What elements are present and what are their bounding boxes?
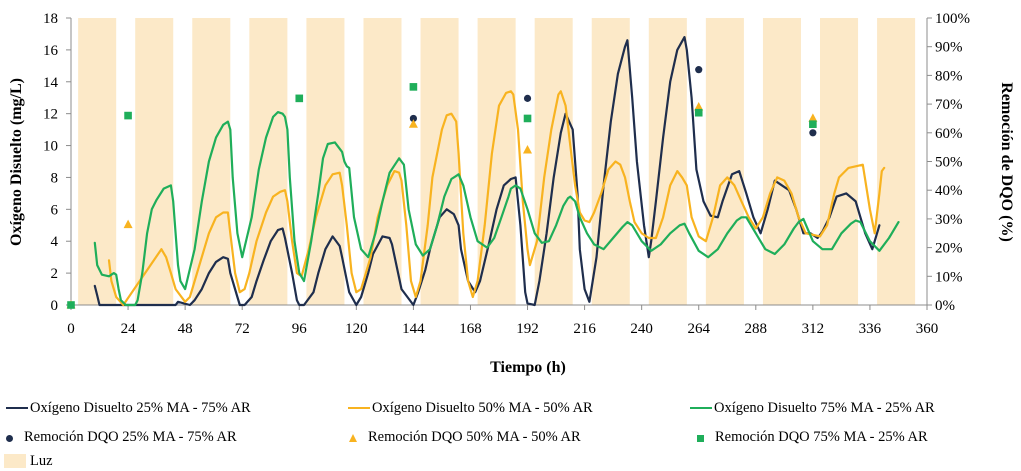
legend-item-od-75: Oxígeno Disuelto 75% MA - 25% AR xyxy=(690,398,935,418)
legend-label-dqo-50: Remoción DQO 50% MA - 50% AR xyxy=(368,429,581,445)
legend-label-dqo-25: Remoción DQO 25% MA - 75% AR xyxy=(24,429,237,445)
legend-item-od-50: Oxígeno Disuelto 50% MA - 50% AR xyxy=(348,398,593,418)
y-axis-label: Oxígeno Disuelto (mg/L) xyxy=(8,78,25,246)
light-bands xyxy=(78,18,916,305)
series-line-1 xyxy=(107,90,886,307)
light-band-13 xyxy=(820,18,859,305)
light-band-11 xyxy=(705,18,744,305)
x-tick-label-1: 24 xyxy=(121,321,137,337)
series-5-point-5 xyxy=(694,108,703,117)
y2-tick-label-2: 20% xyxy=(935,241,963,257)
series-points xyxy=(66,66,818,309)
legend-item-od-25: Oxígeno Disuelto 25% MA - 75% AR xyxy=(6,398,251,418)
x-tick-label-11: 264 xyxy=(687,321,710,337)
x-tick-label-15: 360 xyxy=(916,321,939,337)
y2-tick-label-1: 10% xyxy=(935,269,963,285)
series-3-point-4 xyxy=(809,129,817,137)
x-tick-label-0: 0 xyxy=(67,321,75,337)
series-lines xyxy=(93,35,900,307)
series-3-point-2 xyxy=(523,94,532,102)
y-tick-label-5: 10 xyxy=(43,139,58,155)
series-4-point-1 xyxy=(123,219,133,229)
legend-item-luz: Luz xyxy=(4,451,53,471)
light-band-8 xyxy=(534,18,573,305)
x-tick-label-8: 192 xyxy=(516,321,539,337)
x-tick-label-10: 240 xyxy=(630,321,653,337)
legend-marker-dqo-25 xyxy=(2,428,16,448)
chart-svg: 0 24 48 72 96 120 144 168 192 216 240 264 288 312 336 3… xyxy=(8,11,1015,376)
x-tick-label-2: 48 xyxy=(178,321,193,337)
light-band-6 xyxy=(420,18,459,305)
x-tick-label-5: 120 xyxy=(345,321,368,337)
series-3-point-3 xyxy=(695,66,703,74)
y-tick-label-8: 16 xyxy=(43,43,59,59)
x-tick-label-6: 144 xyxy=(402,321,425,337)
series-5-point-1 xyxy=(124,111,132,120)
light-band-9 xyxy=(591,18,630,305)
y2-tick-label-9: 90% xyxy=(935,40,963,56)
legend-item-dqo-25: Remoción DQO 25% MA - 75% AR xyxy=(2,427,237,447)
x-tick-label-13: 312 xyxy=(802,321,825,337)
y-tick-label-0: 0 xyxy=(51,298,59,314)
legend-label-od-50: Oxígeno Disuelto 50% MA - 50% AR xyxy=(372,400,593,416)
series-5-point-6 xyxy=(809,120,817,128)
series-4-point-5 xyxy=(808,113,818,122)
series-line-2 xyxy=(93,110,900,307)
legend-line-od-50 xyxy=(348,406,370,409)
legend-marker-dqo-75 xyxy=(693,428,707,448)
y2-tick-label-10: 100% xyxy=(935,11,970,27)
legend-label-luz: Luz xyxy=(30,453,53,469)
legend-line-od-75 xyxy=(690,406,712,409)
axis-labels: Tiempo (h) Oxígeno Disuelto (mg/L) Remoc… xyxy=(8,78,1015,376)
light-band-12 xyxy=(762,18,801,305)
legend-line-od-25 xyxy=(6,406,28,409)
x-tick-label-4: 96 xyxy=(292,321,308,337)
legend-swatch-luz xyxy=(4,453,26,468)
axes: 0 24 48 72 96 120 144 168 192 216 240 264 288 312 336 3… xyxy=(43,11,970,337)
y-tick-label-1: 2 xyxy=(51,266,59,282)
y2-tick-label-3: 30% xyxy=(935,212,963,228)
y2-tick-label-8: 80% xyxy=(935,68,963,84)
y2-tick-label-5: 50% xyxy=(935,155,963,171)
legend-item-dqo-50: Remoción DQO 50% MA - 50% AR xyxy=(346,427,581,447)
y-tick-label-3: 6 xyxy=(51,202,59,218)
y2-tick-label-6: 60% xyxy=(935,126,963,142)
series-5-point-0 xyxy=(67,301,75,309)
y-tick-label-9: 18 xyxy=(43,11,58,27)
legend-item-dqo-75: Remoción DQO 75% MA - 25% AR xyxy=(693,427,928,447)
x-tick-label-3: 72 xyxy=(235,321,250,337)
x-tick-label-14: 336 xyxy=(859,321,882,337)
light-band-10 xyxy=(648,18,687,305)
series-4-point-4 xyxy=(694,102,704,111)
series-5-point-4 xyxy=(523,114,532,123)
y-tick-label-4: 8 xyxy=(51,170,59,186)
y-tick-label-7: 14 xyxy=(43,75,59,91)
y-tick-label-6: 12 xyxy=(43,107,58,123)
x-axis-label: Tiempo (h) xyxy=(490,359,566,376)
series-3-point-1 xyxy=(409,114,417,123)
light-band-4 xyxy=(306,18,345,305)
legend-label-od-25: Oxígeno Disuelto 25% MA - 75% AR xyxy=(30,400,251,416)
series-4-point-3 xyxy=(523,145,532,154)
x-tick-label-12: 288 xyxy=(745,321,768,337)
x-tick-label-7: 168 xyxy=(459,321,482,337)
light-band-2 xyxy=(192,18,231,305)
y2-tick-label-7: 70% xyxy=(935,97,963,113)
light-band-14 xyxy=(877,18,916,305)
series-4-point-2 xyxy=(408,119,418,128)
series-5-point-3 xyxy=(409,83,418,91)
y-tick-label-2: 4 xyxy=(51,234,59,250)
legend-label-od-75: Oxígeno Disuelto 75% MA - 25% AR xyxy=(714,400,935,416)
y2-tick-label-4: 40% xyxy=(935,183,963,199)
y2-axis-label: Remoción de DQO (%) xyxy=(998,82,1015,242)
legend-marker-dqo-50 xyxy=(346,428,360,448)
light-band-7 xyxy=(477,18,516,305)
legend-label-dqo-75: Remoción DQO 75% MA - 25% AR xyxy=(715,429,928,445)
series-5-point-2 xyxy=(295,94,304,103)
y2-tick-label-0: 0% xyxy=(935,298,955,314)
series-line-0 xyxy=(93,35,881,307)
light-band-3 xyxy=(249,18,288,305)
x-tick-label-9: 216 xyxy=(573,321,596,337)
